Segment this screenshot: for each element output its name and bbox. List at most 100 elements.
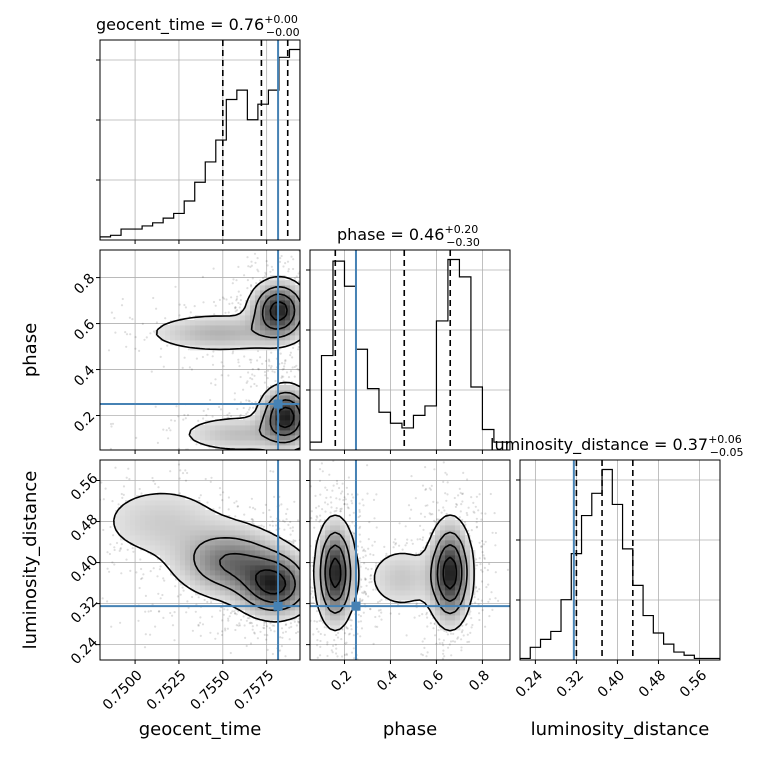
- density-cell: [320, 580, 326, 586]
- sample-point: [283, 528, 286, 531]
- panel-luminosity_distance-vs-geocent_time-plot-area: [100, 460, 300, 660]
- sample-point: [253, 632, 256, 635]
- density-cell: [445, 560, 451, 566]
- sample-point: [280, 375, 284, 378]
- density-cell: [385, 590, 391, 596]
- sample-point: [173, 639, 176, 642]
- density-cell: [240, 540, 246, 546]
- density-cell: [290, 550, 296, 556]
- density-cell: [295, 410, 300, 416]
- density-cell: [390, 595, 396, 601]
- density-cell: [280, 415, 286, 421]
- sample-point: [457, 494, 460, 497]
- sample-point: [247, 399, 250, 402]
- density-cell: [410, 570, 416, 576]
- density-cell: [195, 430, 201, 436]
- sample-point: [325, 496, 328, 499]
- sample-point: [484, 540, 487, 543]
- sample-point: [202, 301, 205, 304]
- density-cell: [170, 335, 176, 341]
- sample-point: [364, 567, 368, 570]
- sample-point: [248, 506, 251, 509]
- sample-point: [435, 642, 438, 645]
- density-cell: [250, 310, 256, 316]
- sample-point: [218, 298, 221, 301]
- sample-point: [477, 598, 480, 601]
- density-cell: [205, 335, 211, 341]
- density-cell: [320, 595, 326, 601]
- sample-point: [428, 532, 432, 535]
- sample-point: [471, 623, 474, 627]
- sample-point: [184, 479, 188, 482]
- density-cell: [190, 580, 196, 586]
- density-cell: [240, 420, 246, 426]
- sample-point: [250, 622, 253, 625]
- sample-point: [476, 590, 479, 593]
- density-cell: [440, 620, 446, 626]
- density-cell: [185, 325, 191, 331]
- sample-point: [438, 642, 441, 645]
- sample-point: [189, 311, 192, 314]
- density-cell: [255, 565, 261, 571]
- density-cell: [230, 430, 236, 436]
- density-cell: [450, 570, 456, 576]
- density-cell: [290, 435, 296, 441]
- density-cell: [150, 510, 156, 516]
- sample-point: [368, 581, 371, 584]
- density-cell: [340, 610, 346, 616]
- sample-point: [259, 630, 262, 633]
- density-cell: [350, 585, 356, 591]
- sample-point: [239, 303, 242, 306]
- density-cell: [290, 440, 296, 446]
- density-cell: [145, 515, 151, 521]
- density-cell: [245, 525, 251, 531]
- density-cell: [460, 530, 466, 536]
- density-cell: [270, 440, 276, 446]
- density-cell: [220, 440, 226, 446]
- density-cell: [240, 555, 246, 561]
- density-cell: [205, 425, 211, 431]
- density-cell: [175, 535, 181, 541]
- density-cell: [455, 600, 461, 606]
- contour-level: [250, 286, 300, 444]
- density-cell: [295, 445, 300, 450]
- density-cell: [445, 625, 451, 631]
- density-cell: [175, 560, 181, 566]
- sample-point: [121, 297, 124, 301]
- density-cell: [285, 320, 291, 326]
- density-cell: [245, 300, 251, 306]
- density-cell: [285, 385, 291, 391]
- density-cell: [350, 595, 356, 601]
- density-cell: [355, 570, 361, 576]
- density-cell: [180, 325, 186, 331]
- density-cell: [250, 335, 256, 341]
- density-cell: [315, 560, 321, 566]
- density-cell: [325, 520, 331, 526]
- density-cell: [420, 560, 426, 566]
- sample-point: [334, 643, 337, 646]
- sample-point: [222, 613, 225, 616]
- sample-point: [460, 646, 463, 649]
- density-cell: [315, 570, 321, 576]
- density-cell: [210, 590, 216, 596]
- sample-point: [335, 479, 339, 483]
- sample-point: [324, 510, 327, 513]
- density-cell: [430, 610, 436, 616]
- density-cell: [285, 305, 291, 311]
- sample-point: [173, 419, 176, 422]
- density-cell: [265, 560, 271, 566]
- sample-point: [480, 518, 483, 521]
- sample-point: [140, 577, 143, 581]
- sample-point: [329, 511, 332, 514]
- density-cell: [260, 605, 266, 611]
- sample-point: [338, 486, 341, 490]
- sample-point: [331, 489, 334, 492]
- sample-point: [432, 500, 435, 503]
- sample-point: [235, 624, 238, 627]
- sample-point: [237, 624, 240, 627]
- sample-point: [110, 625, 113, 628]
- density-cell: [170, 505, 176, 511]
- density-cell: [330, 555, 336, 561]
- sample-point: [280, 645, 283, 648]
- density-cell: [240, 445, 246, 450]
